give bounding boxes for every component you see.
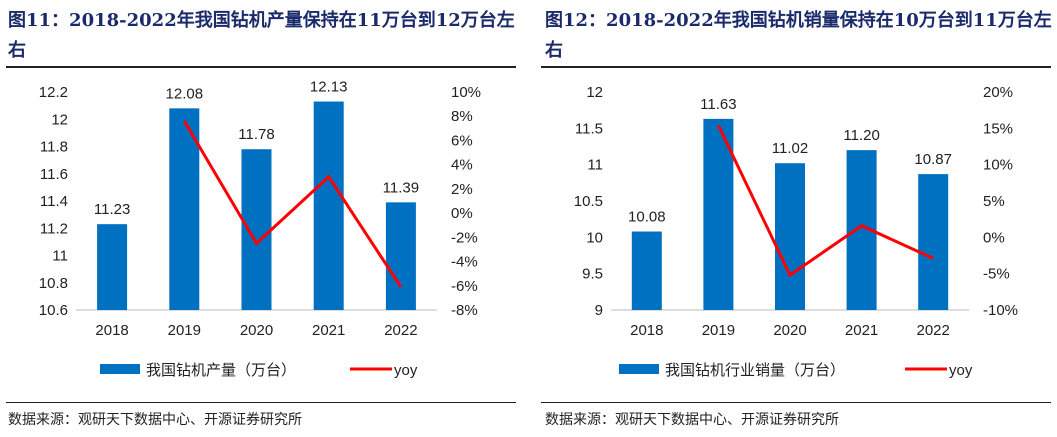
y-tick-label: 11.4 (40, 193, 68, 210)
y-tick-label: 10.8 (39, 275, 68, 292)
data-label: 12.08 (166, 85, 204, 102)
y2-tick-label: 10% (451, 84, 481, 101)
y-tick-label: 10.6 (39, 302, 68, 319)
y-tick-label: 11.5 (575, 120, 603, 137)
bar (385, 202, 416, 310)
legend-line-label: yoy (394, 362, 418, 379)
legend-bar-label: 我国钻机产量（万台） (146, 362, 296, 379)
y-tick-label: 9 (595, 302, 603, 319)
y2-tick-label: 0% (983, 229, 1005, 246)
bar (313, 101, 344, 310)
x-tick-label: 2019 (168, 322, 201, 339)
x-tick-label: 2018 (95, 322, 128, 339)
bar (241, 149, 272, 310)
data-label: 11.63 (700, 96, 736, 113)
yoy-line (183, 120, 403, 288)
y2-tick-label: -10% (983, 302, 1018, 319)
y2-tick-label: 20% (983, 84, 1013, 101)
divider (541, 402, 1051, 403)
y2-tick-label: -5% (983, 266, 1010, 283)
data-label: 10.08 (628, 209, 666, 226)
y2-tick-label: -4% (451, 254, 478, 271)
legend-bar-swatch (100, 364, 140, 374)
legend-bar-label: 我国钻机行业销量（万台） (665, 362, 845, 379)
data-label: 11.02 (772, 140, 808, 157)
y2-tick-label: 8% (451, 108, 473, 125)
x-tick-label: 2021 (845, 322, 878, 339)
bar (169, 108, 200, 310)
bar (775, 163, 805, 310)
y-tick-label: 11.2 (40, 220, 68, 237)
x-tick-label: 2022 (384, 322, 417, 339)
x-tick-label: 2020 (773, 322, 806, 339)
chart2-title: 图12：2018-2022年我国钻机销量保持在10万台到11万台左右 (545, 10, 1052, 61)
y-tick-label: 12 (51, 111, 68, 128)
y2-tick-label: 4% (451, 157, 473, 174)
y2-tick-label: -8% (451, 302, 478, 319)
chart2: 9 9.5 10 10.5 11 11.5 12 -10% -5% 0% 5% 10% 15% 20% 10… (574, 84, 1018, 379)
data-label: 12.13 (310, 79, 348, 96)
x-tick-label: 2018 (630, 322, 663, 339)
data-label: 11.23 (94, 201, 130, 218)
y-tick-label: 12.2 (39, 84, 68, 101)
y-tick-label: 9.5 (582, 266, 603, 283)
divider (541, 66, 1051, 68)
y-tick-label: 12 (586, 84, 603, 101)
legend-bar-swatch (619, 364, 659, 374)
y2-tick-label: 5% (983, 193, 1005, 210)
y2-tick-label: 0% (451, 205, 473, 222)
bar (631, 231, 662, 310)
yoy-line (717, 124, 934, 278)
chart2-source: 数据来源：观研天下数据中心、开源证券研究所 (545, 412, 839, 428)
x-tick-label: 2022 (917, 322, 950, 339)
y-tick-label: 10 (586, 229, 603, 246)
y2-tick-label: 10% (983, 157, 1013, 174)
data-label: 10.87 (914, 151, 952, 168)
chart1-title: 图11：2018-2022年我国钻机产量保持在11万台到12万台左右 (8, 10, 515, 61)
chart1: 10.6 10.8 11 11.2 11.4 11.6 11.8 12 12.2 -8% -6% -4… (39, 79, 481, 379)
bar (97, 224, 128, 310)
y-tick-label: 11 (52, 248, 68, 265)
y2-tick-label: -6% (451, 278, 478, 295)
y-tick-label: 10.5 (574, 193, 603, 210)
x-tick-label: 2021 (312, 322, 345, 339)
bar (703, 118, 734, 311)
data-label: 11.39 (383, 179, 419, 196)
y2-tick-label: 6% (451, 132, 473, 149)
y2-tick-label: 2% (451, 181, 473, 198)
y2-tick-label: 15% (983, 120, 1013, 137)
divider (6, 66, 516, 68)
y-tick-label: 11.6 (40, 166, 68, 183)
x-tick-label: 2019 (702, 322, 735, 339)
bar (918, 174, 949, 310)
y2-tick-label: -2% (451, 229, 478, 246)
y-tick-label: 11 (587, 157, 603, 174)
x-tick-label: 2020 (240, 322, 273, 339)
legend-line-label: yoy (949, 362, 973, 379)
divider (6, 402, 516, 403)
data-label: 11.78 (238, 126, 274, 143)
data-label: 11.20 (843, 127, 879, 144)
chart1-source: 数据来源：观研天下数据中心、开源证券研究所 (8, 412, 302, 428)
y-tick-label: 11.8 (40, 139, 68, 156)
